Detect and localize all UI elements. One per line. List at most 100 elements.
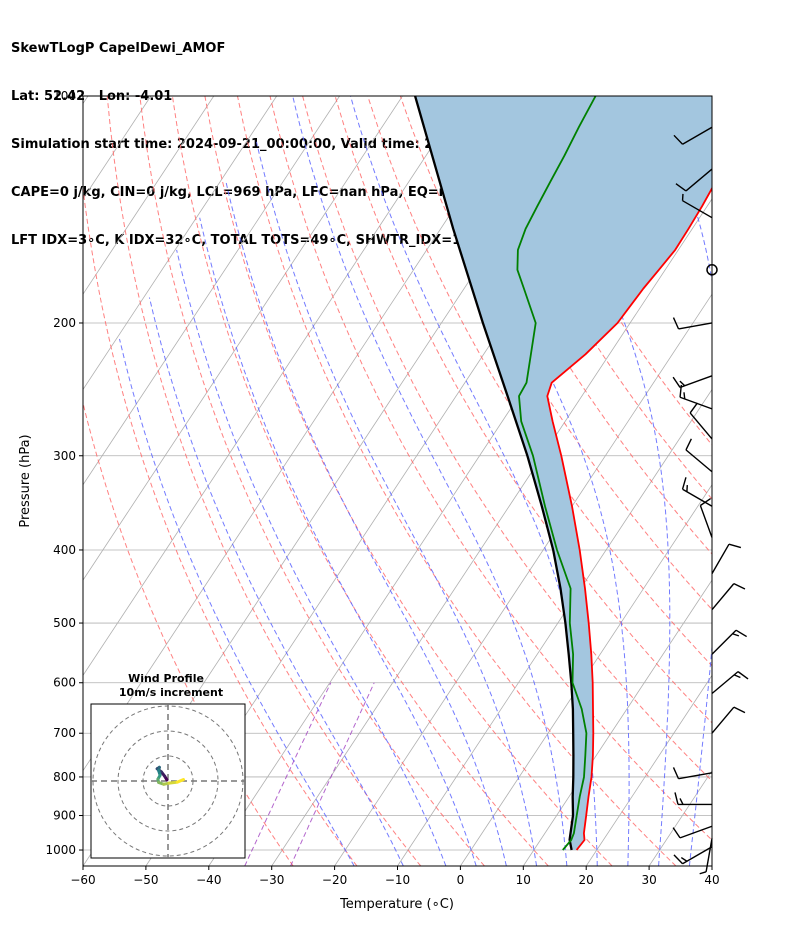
hodograph-ring (117, 730, 219, 832)
y-tick-label: 600 (53, 676, 76, 690)
barb-shaft (679, 825, 713, 839)
wind-barb (681, 193, 713, 219)
wind-barb (672, 825, 713, 839)
y-tick-label: 700 (53, 726, 76, 740)
isotherm-line (585, 674, 712, 866)
isotherm-line (83, 96, 403, 581)
wind-barb (679, 384, 713, 410)
wind-barb (672, 767, 713, 780)
wind-barb (711, 543, 742, 574)
isotherm-line (711, 865, 712, 866)
dry-adiabat (204, 96, 613, 866)
y-tick-label: 1000 (45, 843, 76, 857)
y-tick-label: 400 (53, 543, 76, 557)
indices-line: LFT IDX=3∘C, K IDX=32∘C, TOTAL TOTS=49∘C… (11, 233, 479, 248)
barb-flag (681, 477, 687, 490)
moist-adiabat (199, 217, 477, 866)
wind-barb (673, 126, 713, 145)
y-tick-label: 300 (53, 449, 76, 463)
moist-adiabat (292, 96, 568, 866)
wind-barb (685, 438, 713, 473)
isotherm-line (775, 96, 794, 866)
wind-barb (711, 629, 748, 655)
barb-shaft (679, 375, 713, 389)
barb-shaft (682, 846, 713, 865)
x-tick-label: −50 (133, 873, 158, 887)
barb-flag (683, 392, 686, 400)
isotherm-line (83, 96, 278, 391)
barb-shaft (678, 322, 713, 330)
barb-flag (689, 402, 698, 414)
chart-title: SkewTLogP CapelDewi_AMOF (11, 41, 226, 56)
dry-adiabat (237, 96, 677, 866)
isotherm-line (83, 96, 340, 486)
barb-shaft (682, 488, 713, 507)
barb-flag (737, 671, 749, 680)
barb-shaft (711, 629, 737, 655)
dewpoint-line (516, 96, 597, 851)
barb-flag (672, 767, 680, 780)
x-tick-label: 40 (704, 873, 719, 887)
x-tick-label: 20 (579, 873, 594, 887)
x-tick-label: −30 (259, 873, 284, 887)
wind-barb (681, 477, 713, 507)
wind-barb (672, 375, 713, 389)
barb-shaft (682, 200, 713, 219)
barb-shaft (699, 505, 713, 538)
barb-shaft (678, 772, 713, 780)
wind-barb (711, 582, 746, 611)
wind-barb (711, 671, 749, 695)
wind-barb (699, 838, 713, 875)
barb-flag (679, 384, 683, 398)
isotherm-line (271, 198, 712, 866)
y-axis-label: Pressure (hPa) (18, 434, 33, 527)
calm-circle (706, 264, 718, 276)
barb-flag (679, 798, 684, 805)
y-tick-label: 100 (53, 89, 76, 103)
barb-flag (672, 827, 681, 839)
barb-flag (680, 856, 688, 862)
wind-barb (675, 168, 713, 192)
isotherm-line (334, 293, 712, 866)
barb-shaft (705, 838, 713, 872)
barb-flag (673, 134, 684, 145)
y-tick-label: 200 (53, 316, 76, 330)
wind-barb (689, 402, 713, 440)
dry-adiabat (334, 96, 712, 724)
moist-adiabat (424, 96, 630, 866)
x-tick-label: 30 (641, 873, 656, 887)
parcel-line (413, 96, 575, 851)
barb-shaft (711, 706, 735, 734)
barb-flag (675, 183, 687, 192)
barb-shaft (689, 412, 713, 440)
barb-shaft (711, 583, 735, 611)
hodograph-segment (175, 778, 185, 784)
moist-adiabat (148, 297, 404, 866)
x-axis-label: Temperature (∘C) (339, 897, 454, 912)
isotherm-line (83, 96, 89, 105)
y-tick-label: 800 (53, 770, 76, 784)
dry-adiabat (269, 96, 712, 841)
barb-shaft (685, 168, 713, 192)
wind-barb (674, 792, 712, 806)
wind-barb (711, 706, 746, 734)
barb-flag (673, 854, 684, 865)
barb-flag (685, 438, 692, 451)
barb-flag (699, 871, 707, 875)
dry-adiabat (139, 96, 485, 866)
moist-adiabat (176, 249, 447, 866)
wind-barb (706, 264, 718, 276)
x-tick-label: −40 (196, 873, 221, 887)
hodograph-subtitle: 10m/s increment (119, 686, 223, 699)
x-tick-label: −10 (385, 873, 410, 887)
x-tick-label: −60 (70, 873, 95, 887)
barb-flag (674, 792, 679, 805)
moist-adiabat (119, 338, 355, 866)
barb-flag (699, 497, 712, 507)
y-tick-label: 500 (53, 616, 76, 630)
barb-shaft (679, 396, 713, 410)
x-tick-label: 10 (516, 873, 531, 887)
barb-shaft (711, 543, 730, 574)
x-tick-label: 0 (457, 873, 465, 887)
wind-barb (699, 497, 713, 538)
